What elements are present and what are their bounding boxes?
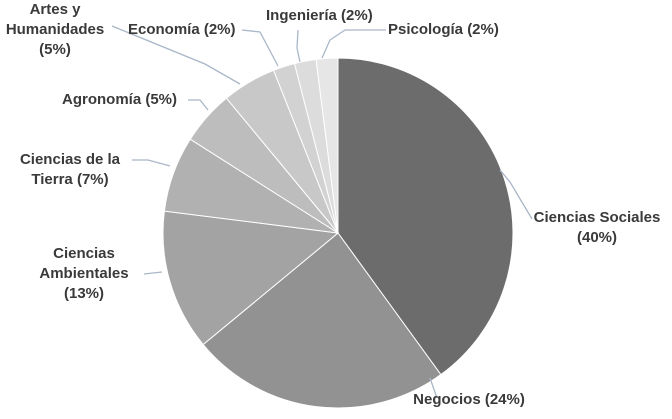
slice-label-line: Economía (2%) [128, 21, 236, 38]
slice-label: Ciencias Ambientales (13%) [14, 244, 154, 304]
slice-label-line: Humanidades [5, 21, 105, 38]
slice-label-line: Ciencias de la [19, 151, 121, 168]
leader-line [143, 271, 163, 275]
slice-label-line: Tierra (7%) [31, 171, 109, 188]
slice-label-line: Ciencias Sociales [533, 209, 661, 226]
slice-label-line: (13%) [63, 285, 104, 302]
leader-line [296, 29, 301, 63]
leader-line [111, 25, 241, 85]
slice-label-line: Ingeniería (2%) [266, 7, 373, 24]
slice-label-line: Artes y [29, 1, 81, 18]
pie-slice [162, 210, 340, 346]
leader-line [321, 29, 386, 59]
leader-line [499, 169, 533, 220]
slice-label: Negocios (24%) [404, 390, 534, 410]
slice-label: Ciencias de la Tierra (7%) [0, 150, 140, 190]
slice-label: Psicología (2%) [388, 20, 508, 40]
leader-line [241, 29, 279, 67]
slice-label-line: (40%) [576, 229, 617, 246]
slice-label-line: Ciencias [53, 245, 115, 262]
pie-slice [315, 57, 339, 234]
slice-label: Ingeniería (2%) [266, 6, 386, 26]
slice-label: Ciencias Sociales (40%) [524, 208, 670, 248]
slice-label-line: (5%) [39, 41, 71, 58]
slice-label: Economía (2%) [128, 20, 248, 40]
slice-label: Agronomía (5%) [62, 90, 202, 110]
pie-slice [337, 57, 514, 376]
leader-line [132, 159, 171, 167]
slice-label-line: Psicología (2%) [388, 21, 499, 38]
slice-label-line: Negocios (24%) [413, 391, 525, 408]
slice-label: Artes y Humanidades (5%) [0, 0, 110, 60]
slice-label-line: Ambientales [39, 265, 129, 282]
leader-line [429, 377, 438, 399]
slice-label-line: Agronomía (5%) [62, 91, 178, 108]
leader-line [188, 99, 209, 111]
pie-slice [202, 232, 442, 409]
